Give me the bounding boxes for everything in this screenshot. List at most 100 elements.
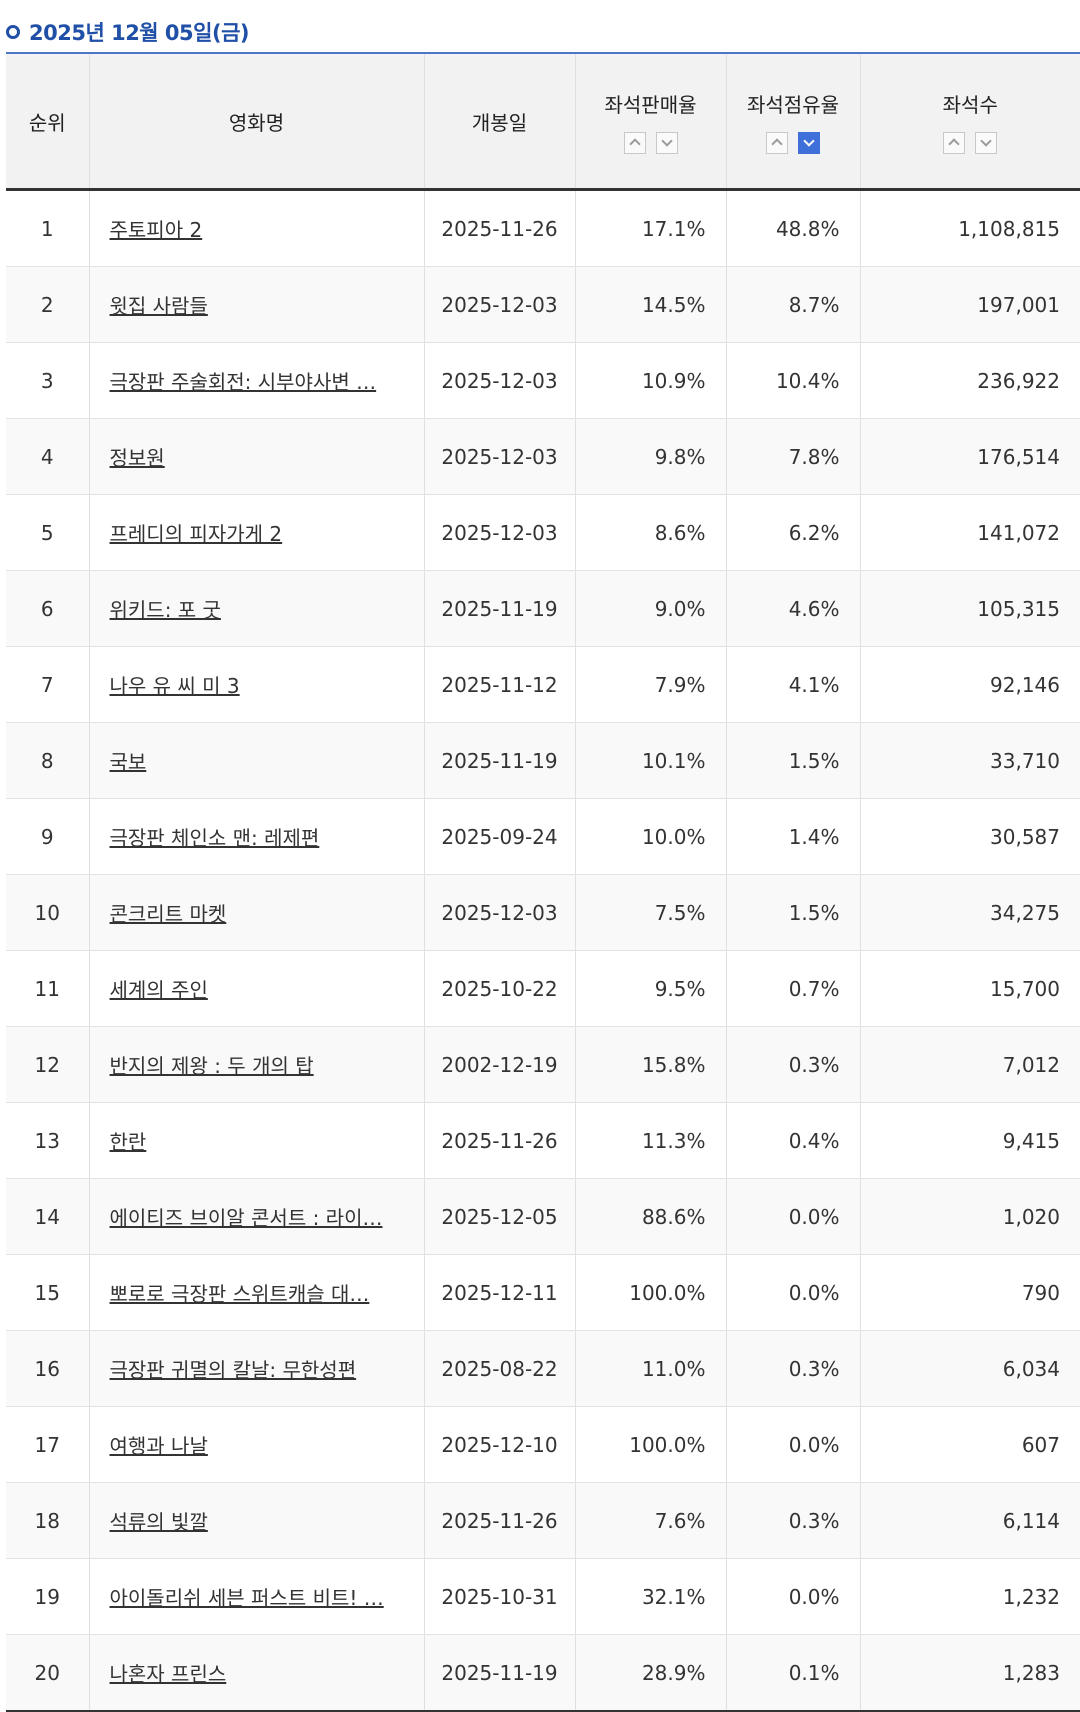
top-strip [0,0,1080,10]
seat-count-cell: 176,514 [859,418,1080,495]
release-date-cell: 2025-12-05 [423,1178,575,1255]
table-body: 1 주토피아 2 2025-11-26 17.1% 48.8% 1,108,815 2 윗집 … [6,189,1080,1712]
seat-count-cell: 33,710 [859,722,1080,799]
movie-title-cell: 반지의 제왕 : 두 개의 탑 [88,1026,424,1103]
col-header-title: 영화명 [88,54,424,191]
rank-cell: 16 [6,1330,89,1407]
movie-title-cell: 뽀로로 극장판 스위트캐슬 대… [88,1254,424,1331]
seat-share-rate-cell: 1.4% [725,798,860,875]
seat-sales-rate-cell: 32.1% [574,1558,726,1635]
col-header-rank-label: 순위 [28,110,66,135]
rank-cell: 3 [6,342,89,419]
seat-sales-rate-cell: 10.9% [574,342,726,419]
sort-asc-button[interactable] [943,131,966,154]
chevron-up-icon [771,138,783,150]
movie-title-link[interactable]: 정보원 [109,446,165,470]
release-date-cell: 2025-11-19 [423,570,575,647]
chevron-up-icon [628,138,641,150]
movie-title-link[interactable]: 나우 유 씨 미 3 [109,674,240,698]
seat-count-cell: 105,315 [859,570,1080,647]
movie-title-link[interactable]: 극장판 귀멸의 칼날: 무한성편 [109,1358,357,1382]
table-row: 1 주토피아 2 2025-11-26 17.1% 48.8% 1,108,815 [6,189,1080,267]
movie-title-link[interactable]: 반지의 제왕 : 두 개의 탑 [109,1054,314,1078]
seat-sales-rate-cell: 9.8% [574,418,726,495]
sort-desc-button-active[interactable] [798,131,820,154]
rank-cell: 8 [6,722,89,799]
rank-cell: 6 [6,570,89,647]
table-row: 14 에이티즈 브이알 콘서트 : 라이… 2025-12-05 88.6% 0.0% 1… [6,1178,1080,1255]
seat-share-rate-cell: 1.5% [725,722,860,799]
movie-title-link[interactable]: 세계의 주인 [109,978,208,1002]
movie-title-link[interactable]: 국보 [109,750,147,774]
table-row: 7 나우 유 씨 미 3 2025-11-12 7.9% 4.1% 92,146 [6,646,1080,723]
movie-title-link[interactable]: 여행과 나날 [109,1434,208,1458]
movie-title-cell: 콘크리트 마켓 [88,874,424,951]
seat-sales-rate-cell: 9.5% [574,950,726,1027]
seat-share-rate-cell: 8.7% [725,266,860,343]
movie-title-link[interactable]: 뽀로로 극장판 스위트캐슬 대… [109,1282,370,1306]
table-row: 20 나혼자 프린스 2025-11-19 28.9% 0.1% 1,283 [6,1634,1080,1712]
release-date-cell: 2025-10-22 [423,950,575,1027]
seat-sales-rate-cell: 10.0% [574,798,726,875]
seat-share-rate-cell: 0.4% [725,1102,860,1179]
col-header-rank: 순위 [6,54,89,191]
movie-title-link[interactable]: 위키드: 포 굿 [109,598,221,622]
seat-count-cell: 6,034 [859,1330,1080,1407]
movie-title-link[interactable]: 나혼자 프린스 [109,1662,227,1686]
movie-title-link[interactable]: 주토피아 2 [109,218,203,242]
release-date-cell: 2025-12-03 [423,418,575,495]
movie-title-cell: 정보원 [88,418,424,495]
release-date-cell: 2025-11-26 [423,1482,575,1559]
sort-desc-button[interactable] [975,131,998,154]
seat-count-cell: 790 [859,1254,1080,1331]
seat-share-rate-cell: 1.5% [725,874,860,951]
chevron-up-icon [948,138,960,150]
table-row: 5 프레디의 피자가게 2 2025-12-03 8.6% 6.2% 141,072 [6,494,1080,571]
rank-cell: 20 [6,1634,89,1712]
release-date-cell: 2025-11-26 [423,1102,575,1179]
movie-title-cell: 극장판 체인소 맨: 레제편 [88,798,424,875]
movie-title-link[interactable]: 콘크리트 마켓 [109,902,227,926]
seat-sales-rate-cell: 100.0% [574,1254,726,1331]
rank-cell: 4 [6,418,89,495]
movie-title-link[interactable]: 석류의 빛깔 [109,1510,208,1534]
seat-count-cell: 607 [859,1406,1080,1483]
movie-title-link[interactable]: 에이티즈 브이알 콘서트 : 라이… [109,1206,383,1230]
rank-cell: 5 [6,494,89,571]
release-date-cell: 2025-11-26 [423,189,575,267]
table-row: 8 국보 2025-11-19 10.1% 1.5% 33,710 [6,722,1080,799]
seat-sales-rate-cell: 11.0% [574,1330,726,1407]
seat-count-cell: 92,146 [859,646,1080,723]
table-row: 19 아이돌리쉬 세븐 퍼스트 비트! … 2025-10-31 32.1% 0.0% 1… [6,1558,1080,1635]
movie-title-link[interactable]: 아이돌리쉬 세븐 퍼스트 비트! … [109,1586,384,1610]
seat-share-rate-cell: 0.0% [725,1558,860,1635]
rank-cell: 12 [6,1026,89,1103]
col-header-title-label: 영화명 [228,110,285,135]
release-date-cell: 2025-12-03 [423,266,575,343]
table-row: 15 뽀로로 극장판 스위트캐슬 대… 2025-12-11 100.0% 0.0% 79… [6,1254,1080,1331]
seat-share-rate-cell: 4.6% [725,570,860,647]
seat-sales-rate-cell: 7.9% [574,646,726,723]
movie-title-link[interactable]: 극장판 체인소 맨: 레제편 [109,826,320,850]
circle-bullet-icon [6,25,20,39]
movie-title-link[interactable]: 한란 [109,1130,147,1154]
release-date-cell: 2025-11-12 [423,646,575,723]
sort-asc-button[interactable] [623,131,646,154]
movie-title-link[interactable]: 프레디의 피자가게 2 [109,522,283,546]
seat-sales-rate-cell: 88.6% [574,1178,726,1255]
movie-title-link[interactable]: 윗집 사람들 [109,294,208,318]
rank-cell: 17 [6,1406,89,1483]
movie-title-link[interactable]: 극장판 주술회전: 시부야사변 … [109,370,377,394]
box-office-table: 순위 영화명 개봉일 좌석판매율 좌석점유율 좌석수 [6,54,1080,1712]
seat-sales-rate-cell: 7.5% [574,874,726,951]
sort-desc-button[interactable] [655,131,678,154]
movie-title-cell: 윗집 사람들 [88,266,424,343]
sort-asc-button[interactable] [766,131,788,154]
movie-title-cell: 극장판 귀멸의 칼날: 무한성편 [88,1330,424,1407]
movie-title-cell: 한란 [88,1102,424,1179]
seat-share-rate-cell: 4.1% [725,646,860,723]
movie-title-cell: 여행과 나날 [88,1406,424,1483]
seat-share-rate-cell: 0.1% [725,1634,860,1712]
col-header-sales: 좌석판매율 [574,54,726,191]
seat-share-rate-cell: 48.8% [725,189,860,267]
